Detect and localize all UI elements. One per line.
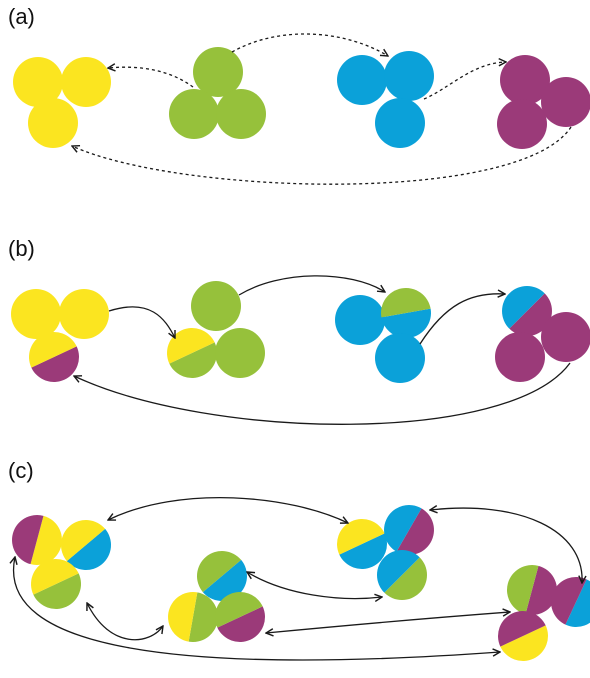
green-circle bbox=[193, 47, 243, 97]
yellow-green-split-circle bbox=[167, 328, 217, 379]
green-circle bbox=[216, 89, 266, 139]
arrow-green-to-blue bbox=[238, 275, 385, 296]
circle-layer bbox=[11, 47, 590, 661]
dashed-arrow-purple-to-yellow bbox=[72, 126, 572, 185]
green-circle bbox=[215, 328, 265, 378]
panel-label-a: (a) bbox=[8, 4, 35, 29]
blue-circle bbox=[375, 333, 425, 383]
yellow-circle bbox=[13, 57, 63, 107]
yellow-circle bbox=[28, 98, 78, 148]
purple-circle bbox=[500, 55, 550, 105]
green-circle bbox=[169, 89, 219, 139]
blue-green-split-circle bbox=[377, 550, 427, 600]
arrow-layer bbox=[14, 33, 583, 661]
panel-label-c: (c) bbox=[8, 458, 34, 483]
yellow-purple-split-circle bbox=[498, 611, 548, 661]
purple-circle bbox=[495, 332, 545, 382]
blue-circle bbox=[335, 295, 385, 345]
double-arrow-group2-to-group3 bbox=[247, 572, 382, 599]
purple-green-split-circle bbox=[507, 565, 557, 615]
arrow-yellow-to-green bbox=[108, 306, 175, 338]
blue-circle bbox=[384, 51, 434, 101]
arrow-blue-to-purple bbox=[419, 294, 505, 345]
green-yellow-split-circle bbox=[31, 559, 81, 609]
yellow-circle bbox=[11, 289, 61, 339]
dashed-arrow-blue-to-purple bbox=[423, 62, 506, 100]
yellow-purple-split-circle bbox=[29, 332, 79, 382]
yellow-circle bbox=[61, 57, 111, 107]
double-arrow-group2-to-group4 bbox=[266, 612, 510, 633]
purple-circle bbox=[541, 77, 590, 127]
purple-circle bbox=[541, 312, 590, 362]
double-arrow-group3-to-group4 bbox=[430, 508, 582, 583]
green-yellow-split-circle bbox=[168, 592, 218, 642]
purple-circle bbox=[497, 99, 547, 149]
purple-blue-split-circle bbox=[384, 505, 434, 555]
panel-label-b: (b) bbox=[8, 236, 35, 261]
green-purple-split-circle bbox=[215, 592, 265, 642]
arrow-purple-to-yellow bbox=[74, 362, 571, 425]
yellow-purple-split-circle bbox=[12, 515, 62, 565]
green-circle bbox=[191, 281, 241, 331]
double-arrow-group1-to-group4 bbox=[14, 557, 500, 661]
blue-yellow-split-circle bbox=[337, 519, 387, 569]
blue-circle bbox=[375, 98, 425, 148]
green-blue-split-circle bbox=[381, 288, 431, 338]
dashed-arrow-green-to-yellow bbox=[108, 67, 194, 88]
blue-purple-split-circle bbox=[502, 286, 552, 336]
dashed-arrow-green-to-blue bbox=[231, 33, 388, 56]
double-arrow-group1-to-group3 bbox=[108, 496, 348, 523]
double-arrow-group1-to-group2 bbox=[87, 603, 163, 641]
blue-circle bbox=[337, 55, 387, 105]
yellow-circle bbox=[59, 289, 109, 339]
blue-purple-split-circle bbox=[551, 577, 590, 627]
